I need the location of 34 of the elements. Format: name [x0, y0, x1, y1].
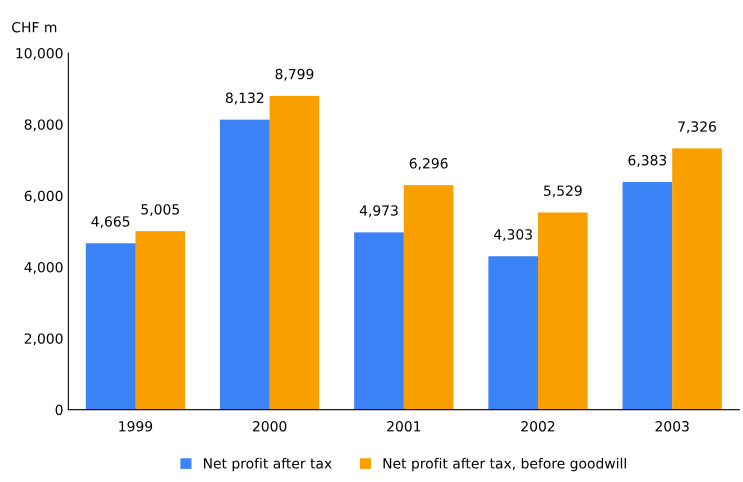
bar	[354, 232, 404, 410]
data-label: 6,296	[410, 158, 448, 170]
y-tick-label: 4,000	[24, 262, 63, 274]
bar	[672, 148, 722, 410]
data-label: 4,303	[494, 229, 532, 242]
legend-label: Net profit after tax	[204, 458, 332, 472]
x-tick-label: 2000	[252, 421, 286, 432]
x-tick-label: 1999	[119, 421, 152, 432]
data-label: 8,799	[276, 68, 314, 81]
legend-label: Net profit after tax, before goodwill	[384, 458, 626, 472]
x-tick-label: 2003	[656, 421, 689, 432]
x-tick-label: 2001	[387, 421, 420, 432]
data-label: 7,326	[678, 121, 716, 134]
bar	[220, 120, 270, 410]
data-label: 5,005	[141, 204, 179, 216]
bar	[270, 96, 320, 410]
data-label: 4,665	[91, 216, 130, 228]
bar	[135, 231, 186, 410]
y-axis-title: CHF m	[12, 22, 56, 32]
y-tick-label: 8,000	[24, 119, 63, 132]
x-tick-label: 2002	[521, 421, 554, 432]
bar	[538, 212, 588, 410]
y-tick-label: 0	[56, 404, 63, 416]
bar	[404, 185, 454, 410]
data-label: 8,132	[226, 92, 264, 104]
y-tick-label: 6,000	[24, 190, 63, 203]
data-label: 4,973	[360, 205, 398, 218]
data-label: 6,383	[628, 154, 666, 167]
bar	[488, 256, 538, 410]
bar	[622, 182, 672, 410]
y-tick-label: 10,000	[16, 48, 63, 60]
bar	[86, 243, 136, 410]
y-tick-label: 2,000	[24, 333, 63, 346]
data-label: 5,529	[544, 185, 582, 198]
